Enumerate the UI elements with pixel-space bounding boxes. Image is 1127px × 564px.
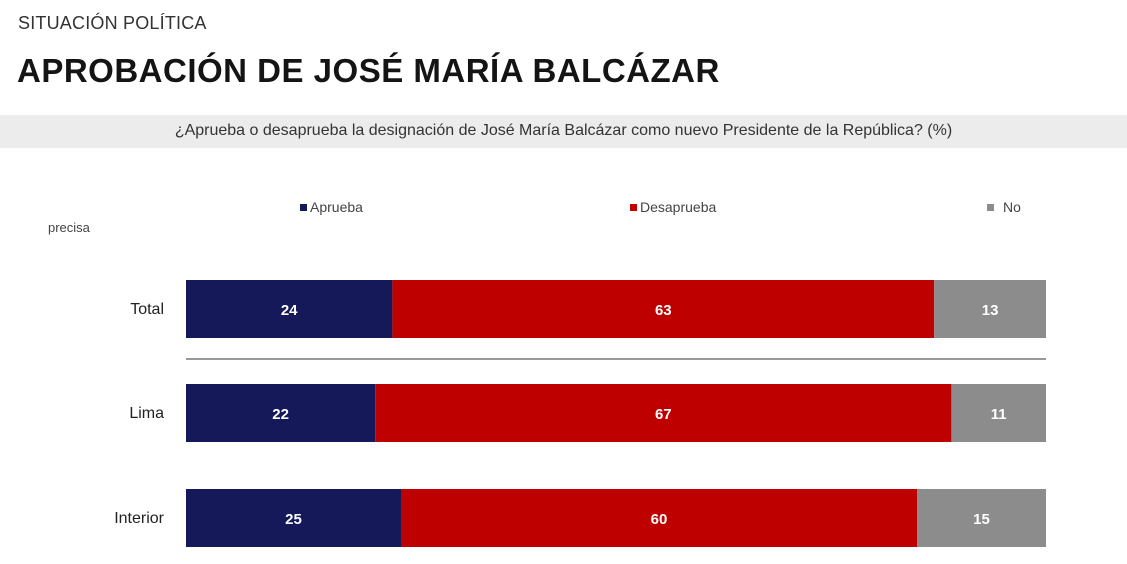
section-kicker: SITUACIÓN POLÍTICA [18, 13, 207, 33]
legend-swatch-no-precisa [987, 203, 994, 211]
category-label-lima: Lima [129, 405, 164, 422]
bar-aprueba-total [186, 280, 393, 338]
legend-aprueba: Aprueba [300, 199, 363, 215]
legend-swatch-desaprueba [630, 203, 637, 211]
value-label-aprueba-total: 24 [281, 302, 298, 319]
value-label-desaprueba-lima: 67 [655, 406, 672, 423]
legend-label-aprueba: Aprueba [310, 199, 363, 215]
bar-no-precisa-total [934, 280, 1046, 338]
legend-desaprueba: Desaprueba [630, 199, 716, 215]
legend-swatch-aprueba [300, 203, 307, 211]
value-label-no-precisa-interior: 15 [973, 511, 990, 528]
bar-desaprueba-total [392, 280, 935, 338]
page-title: APROBACIÓN DE JOSÉ MARÍA BALCÁZAR [17, 52, 720, 89]
value-label-aprueba-interior: 25 [285, 511, 302, 528]
legend-no-precisa: No [987, 199, 1021, 215]
legend-label-no-precisa-overflow: precisa [48, 220, 90, 235]
legend-label-no-precisa: No [1003, 199, 1021, 215]
bar-aprueba-interior [186, 489, 401, 547]
bar-no-precisa-interior [917, 489, 1046, 547]
value-label-aprueba-lima: 22 [272, 406, 289, 423]
question-band [0, 115, 1127, 148]
value-label-no-precisa-lima: 11 [991, 406, 1007, 423]
value-label-desaprueba-total: 63 [655, 302, 672, 319]
bar-desaprueba-lima [375, 384, 952, 442]
bar-no-precisa-lima [951, 384, 1046, 442]
legend-label-desaprueba: Desaprueba [640, 199, 717, 215]
bar-desaprueba-interior [401, 489, 917, 547]
bar-aprueba-lima [186, 384, 376, 442]
survey-question: ¿Aprueba o desaprueba la designación de … [174, 122, 953, 139]
value-label-desaprueba-interior: 60 [651, 511, 668, 528]
value-label-no-precisa-total: 13 [982, 302, 999, 319]
category-label-interior: Interior [114, 510, 164, 527]
category-label-total: Total [130, 301, 164, 318]
